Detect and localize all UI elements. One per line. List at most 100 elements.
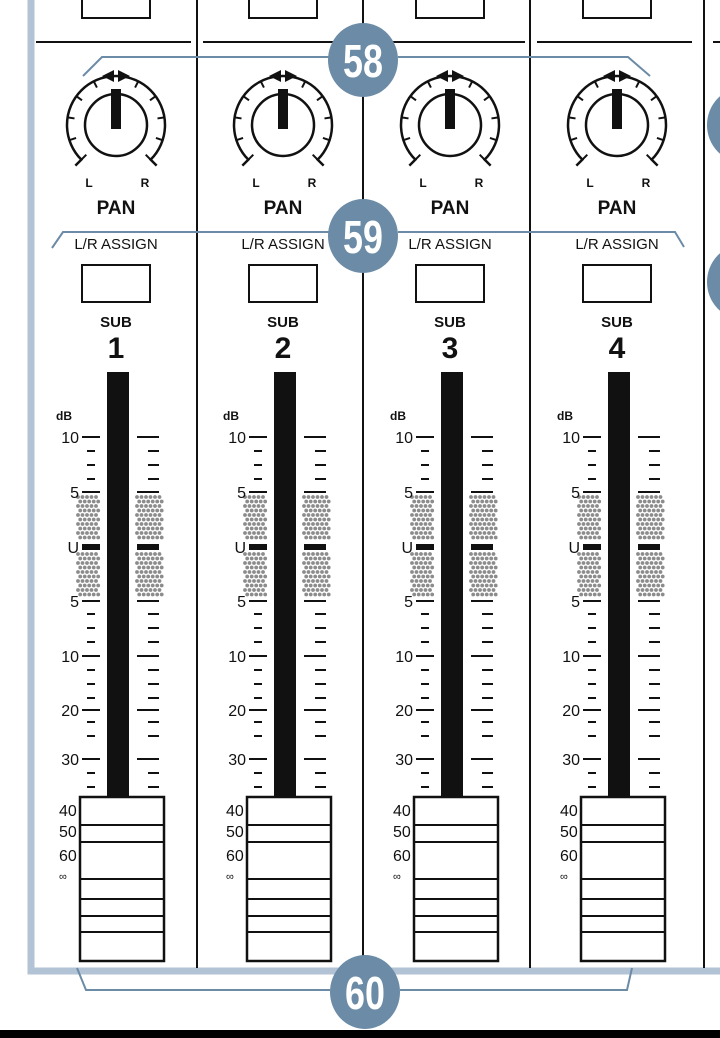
unity-zone-dot [247,522,252,526]
unity-zone-dot [87,499,92,504]
pan-scale-tick [658,116,666,120]
fader-cap[interactable] [78,795,166,963]
unity-zone-dot [654,531,658,535]
unity-zone-dot [249,526,254,531]
unity-zone-dot [148,495,153,499]
unity-zone-dot [421,535,426,540]
unity-zone-dot [322,508,327,513]
fader-slot[interactable] [441,372,463,802]
db-label: dB [390,409,406,423]
unity-zone-dot [421,517,426,522]
unity-zone-dot [243,561,247,565]
unity-zone-dot [656,499,661,504]
unity-zone-dot [581,513,586,517]
unity-zone-dot [76,552,80,556]
unity-zone-dot [304,517,309,522]
fader-cap[interactable] [245,795,333,963]
unity-zone-dot [590,513,595,517]
unity-zone-dot [157,495,162,499]
unity-zone-dot [155,526,160,531]
top-switch[interactable] [415,0,485,19]
unity-zone-dot [96,526,101,531]
fader-scale-label: 5 [571,485,580,502]
pan-knob[interactable] [399,70,501,167]
fader-slot[interactable] [608,372,630,802]
unity-zone-dot [258,508,263,513]
unity-zone-dot [135,513,139,517]
lr-assign-button[interactable] [81,264,151,303]
unity-zone-dot [245,517,250,522]
unity-zone-dot [320,513,324,517]
unity-zone-dot [421,499,426,504]
unity-zone-dot [322,592,327,597]
unity-zone-dot [94,588,98,592]
unity-zone-dot [315,561,320,565]
unity-zone-dot [581,570,586,574]
fader-slot[interactable] [274,372,296,802]
unity-zone-dot [249,565,254,570]
unity-zone-dot [258,517,263,522]
unity-zone-dot [326,526,331,531]
unity-zone-dot [313,556,318,561]
pan-scale-tick [311,153,319,161]
unity-zone-dot [588,592,593,597]
fader-cap[interactable] [579,795,667,963]
unity-zone-dot [410,522,414,526]
unity-zone-dot [85,579,89,583]
pan-scale-tick [401,116,409,120]
lr-assign-button[interactable] [248,264,318,303]
pan-scale-tick [489,137,497,142]
unity-zone-dot [306,531,311,535]
fader-scale-label: 40 [560,803,578,820]
unity-zone-dot [482,531,487,535]
top-switch[interactable] [81,0,151,19]
unity-zone-dot [656,574,661,579]
fader-slot[interactable] [107,372,129,802]
unity-zone-dot [135,504,139,508]
unity-zone-dot [313,565,318,570]
fader-scale-label: 10 [395,649,413,666]
unity-zone-dot [493,583,498,588]
unity-zone-dot [87,535,92,540]
unity-zone-dot [263,592,268,597]
unity-zone-dot [649,570,654,574]
knob-pointer [445,89,455,129]
unity-zone-dot [588,508,593,513]
unity-zone-dot [590,504,595,508]
unity-zone-dot [581,561,586,565]
lr-assign-button[interactable] [415,264,485,303]
unity-zone-dot [654,522,658,526]
unity-zone-dot [76,561,80,565]
pan-scale-tick [570,137,578,142]
fader-scale-label: 60 [560,848,578,865]
unity-zone-dot [317,535,322,540]
unity-zone-dot [645,552,649,556]
unity-zone-dot [595,495,599,499]
unity-zone-dot [87,574,92,579]
fader-cap[interactable] [412,795,500,963]
unity-zone-dot [583,574,588,579]
unity-zone-dot [159,565,164,570]
unity-zone-dot [313,508,318,513]
pan-knob[interactable] [566,70,668,167]
unity-zone-dot [491,522,496,526]
unity-zone-dot [660,583,665,588]
unity-zone-dot [155,556,160,561]
pan-knob[interactable] [65,70,167,167]
unity-zone-dot [317,499,322,504]
lr-assign-button[interactable] [582,264,652,303]
top-switch[interactable] [582,0,652,19]
unity-zone-dot [306,513,311,517]
unity-zone-dot [636,531,640,535]
unity-zone-dot [76,522,80,526]
top-switch[interactable] [248,0,318,19]
unity-zone-dot [141,583,146,588]
pan-right-label: R [141,176,150,190]
unity-zone-dot [153,504,157,508]
pan-knob[interactable] [232,70,334,167]
unity-zone-dot [155,574,160,579]
fader-scale-label: 50 [59,824,77,841]
unity-zone-dot [640,552,645,556]
unity-zone-dot [647,556,652,561]
callout-badge-partial [707,96,720,154]
